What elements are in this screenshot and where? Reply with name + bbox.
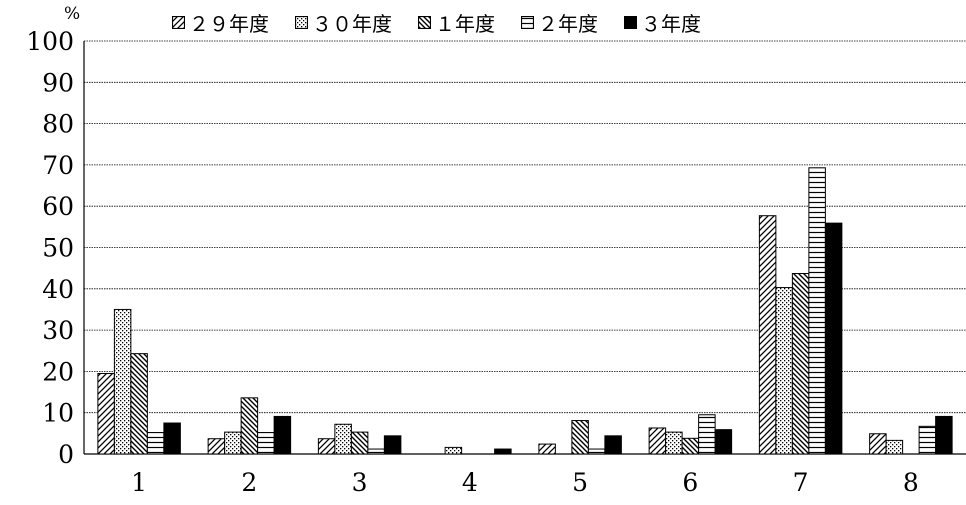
- bar: [935, 415, 953, 455]
- bar: [97, 372, 115, 455]
- bar: [113, 308, 132, 455]
- x-tick-label: 8: [903, 468, 919, 497]
- bar: [334, 423, 352, 455]
- bar: [240, 397, 259, 455]
- bar: [163, 422, 181, 455]
- bar: [367, 448, 385, 455]
- legend-swatch: [295, 16, 308, 29]
- bar: [698, 414, 716, 455]
- legend-item: １年度: [418, 8, 495, 37]
- bar: [648, 427, 667, 455]
- x-tick-label: 3: [352, 468, 368, 497]
- x-tick-label: 1: [131, 468, 147, 497]
- legend-label: ３０年度: [312, 12, 392, 36]
- legend-label: ２９年度: [189, 12, 269, 36]
- bar: [665, 431, 683, 455]
- y-unit-label: %: [64, 4, 81, 24]
- bar: [444, 446, 463, 455]
- bar: [604, 435, 622, 455]
- y-tick-label: 70: [42, 151, 74, 180]
- x-tick-label: 7: [793, 468, 809, 497]
- bar: [714, 429, 733, 455]
- legend-swatch: [521, 16, 534, 29]
- y-tick-label: 40: [42, 275, 74, 304]
- y-tick-label: 100: [26, 27, 74, 56]
- bar: [869, 433, 887, 455]
- legend-item: ２９年度: [172, 8, 269, 37]
- bar: [681, 437, 700, 455]
- bar: [207, 438, 226, 455]
- legend: ２９年度 ３０年度 １年度 ２年度 ３年度: [172, 8, 701, 37]
- bar: [146, 432, 165, 455]
- y-tick-label: 20: [42, 357, 74, 386]
- bar: [273, 415, 292, 455]
- y-tick-label: 10: [42, 399, 74, 428]
- bar: [350, 431, 369, 455]
- y-tick-label: 80: [42, 110, 74, 139]
- bar: [383, 435, 402, 455]
- x-tick-label: 2: [241, 468, 257, 497]
- legend-label: ３年度: [641, 12, 701, 36]
- legend-label: ２年度: [538, 12, 598, 36]
- bar: [587, 448, 606, 455]
- y-tick-label: 60: [42, 192, 74, 221]
- y-tick-label: 90: [42, 68, 74, 97]
- bar: [257, 432, 275, 455]
- bar: [494, 448, 512, 455]
- bar: [918, 425, 937, 455]
- x-tick-label: 4: [462, 468, 478, 497]
- bar: [824, 222, 843, 455]
- bar: [885, 439, 904, 455]
- bar: [758, 215, 777, 455]
- y-tick-label: 30: [42, 316, 74, 345]
- x-tick-label: 5: [572, 468, 588, 497]
- bar: [571, 420, 589, 455]
- legend-item: ３年度: [624, 8, 701, 37]
- legend-swatch: [624, 16, 637, 29]
- legend-item: ２年度: [521, 8, 598, 37]
- bar: [317, 438, 336, 455]
- bar: [224, 431, 242, 455]
- legend-item: ３０年度: [295, 8, 392, 37]
- y-tick-label: 0: [58, 440, 74, 469]
- x-tick-label: 6: [682, 468, 698, 497]
- bar: [791, 273, 810, 455]
- bar: [130, 353, 148, 455]
- bar: [538, 443, 556, 455]
- legend-swatch: [172, 16, 185, 29]
- bar: [775, 287, 793, 455]
- legend-swatch: [418, 16, 431, 29]
- bar: [808, 167, 826, 455]
- legend-label: １年度: [435, 12, 495, 36]
- y-tick-label: 50: [42, 234, 74, 263]
